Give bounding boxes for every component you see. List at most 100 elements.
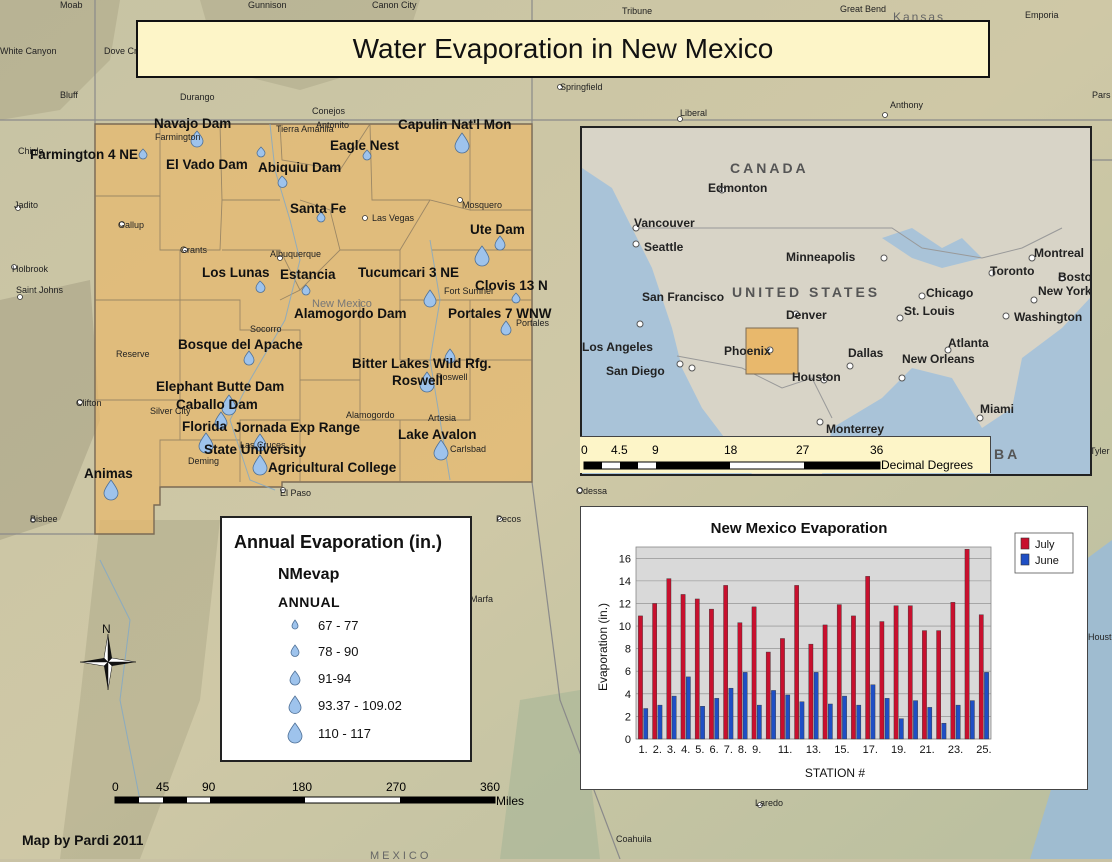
bar-july-18[interactable] [879, 621, 885, 740]
station-label[interactable]: Bosque del Apache [178, 337, 303, 352]
station-drop-tucumcari[interactable] [474, 245, 490, 267]
bar-june-2[interactable] [657, 704, 663, 740]
bar-july-17[interactable] [865, 576, 871, 740]
bar-july-16[interactable] [851, 615, 856, 740]
station-label[interactable]: Caballo Dam [176, 397, 258, 412]
station-drop-ute-dam[interactable] [494, 235, 506, 251]
bar-june-15[interactable] [842, 695, 847, 740]
bar-june-5[interactable] [700, 706, 705, 740]
bar-june-13[interactable] [813, 672, 819, 740]
bar-june-9[interactable] [756, 704, 762, 740]
station-label[interactable]: Abiquiu Dam [258, 160, 342, 175]
bar-june-16[interactable] [856, 704, 862, 740]
station-drop-clovis[interactable] [511, 292, 521, 304]
station-drop-bitter-lakes[interactable] [444, 348, 456, 364]
station-drop-florida[interactable] [198, 432, 214, 454]
station-label[interactable]: Eagle Nest [330, 138, 400, 153]
station-label[interactable]: El Vado Dam [166, 157, 248, 172]
bar-july-19[interactable] [893, 605, 899, 740]
station-drop-alamogordo-dam[interactable] [423, 289, 437, 308]
station-drop-farmington-4ne[interactable] [138, 148, 148, 160]
station-label[interactable]: Bitter Lakes Wild Rfg. [352, 356, 492, 371]
station-label[interactable]: Santa Fe [290, 201, 347, 216]
station-drop-elephant-butte[interactable] [221, 394, 237, 416]
bar-june-20[interactable] [913, 700, 918, 740]
bar-june-25[interactable] [984, 672, 989, 740]
bar-july-2[interactable] [652, 603, 658, 740]
bar-july-23[interactable] [950, 602, 956, 740]
bar-july-14[interactable] [822, 624, 828, 740]
station-label[interactable]: Clovis 13 N [475, 278, 548, 293]
station-drop-animas[interactable] [103, 479, 119, 501]
station-label[interactable]: Jornada Exp Range [234, 420, 361, 435]
station-label[interactable]: Capulin Nat'l Mon [398, 117, 512, 132]
station-label[interactable]: Farmington 4 NE [30, 147, 139, 162]
bar-july-7[interactable] [723, 585, 728, 740]
station-drop-abiquiu-dam[interactable] [277, 175, 288, 188]
bar-june-3[interactable] [671, 695, 677, 740]
bar-july-21[interactable] [922, 630, 927, 740]
station-label[interactable]: Agricultural College [268, 460, 397, 475]
bar-june-1[interactable] [643, 708, 649, 740]
station-drop-lake-avalon[interactable] [433, 439, 449, 461]
station-label[interactable]: Ute Dam [470, 222, 525, 237]
station-drop-santa-fe[interactable] [316, 211, 326, 223]
station-label[interactable]: Animas [84, 466, 133, 481]
bar-july-6[interactable] [709, 608, 714, 740]
bar-june-19[interactable] [899, 718, 904, 740]
station-drop-roswell[interactable] [419, 371, 435, 393]
station-drop-bosque[interactable] [243, 350, 255, 366]
bar-june-10[interactable] [771, 690, 776, 740]
station-drop-capulin[interactable] [454, 132, 470, 154]
bar-june-17[interactable] [870, 684, 876, 740]
station-drop-caballo[interactable] [214, 411, 228, 430]
station-drop-eagle-nest[interactable] [362, 149, 372, 161]
station-label[interactable]: Estancia [280, 267, 336, 282]
bar-july-9[interactable] [751, 606, 757, 740]
bar-july-24[interactable] [964, 549, 970, 740]
station-label[interactable]: Florida [182, 419, 228, 434]
bar-june-21[interactable] [927, 707, 933, 740]
station-label[interactable]: Lake Avalon [398, 427, 477, 442]
bar-july-13[interactable] [808, 643, 814, 740]
bar-june-24[interactable] [970, 700, 975, 740]
bar-july-1[interactable] [638, 615, 643, 740]
bar-july-15[interactable] [836, 604, 842, 740]
bar-july-11[interactable] [780, 638, 785, 740]
bar-june-7[interactable] [728, 687, 734, 740]
bar-july-25[interactable] [978, 614, 984, 740]
bar-june-22[interactable] [941, 722, 947, 740]
bar-june-8[interactable] [742, 672, 748, 740]
station-drop-estancia[interactable] [301, 284, 311, 296]
station-drop-navajo-dam[interactable] [190, 130, 204, 148]
bar-june-6[interactable] [714, 698, 720, 740]
bar-july-4[interactable] [680, 594, 686, 740]
station-label[interactable]: Alamogordo Dam [294, 306, 407, 321]
bar-july-5[interactable] [694, 598, 700, 740]
station-drop-los-lunas[interactable] [255, 280, 266, 293]
bar-june-18[interactable] [884, 698, 890, 740]
bar-july-3[interactable] [666, 578, 672, 740]
bar-july-8[interactable] [737, 622, 743, 740]
station-label[interactable]: Los Lunas [202, 265, 270, 280]
station-drop-el-vado-dam[interactable] [256, 146, 266, 158]
station-label[interactable]: Portales 7 WNW [448, 306, 552, 321]
station-label[interactable]: Roswell [392, 373, 444, 388]
station-label[interactable]: State University [204, 442, 307, 457]
station-label[interactable]: Tucumcari 3 NE [358, 265, 460, 280]
bar-june-23[interactable] [955, 704, 961, 740]
station-drop-jornada[interactable] [253, 433, 267, 452]
bar-june-14[interactable] [827, 703, 833, 740]
bar-july-20[interactable] [907, 605, 913, 740]
station-label[interactable]: Navajo Dam [154, 116, 232, 131]
bar-july-10[interactable] [765, 651, 771, 740]
station-drop-state-univ[interactable] [252, 454, 268, 476]
bar-july-22[interactable] [936, 630, 942, 740]
bar-june-4[interactable] [685, 676, 691, 740]
inset-map-usa[interactable]: CANADA UNITED STATES BA Edmonton Vancouv… [580, 126, 1092, 476]
bar-june-12[interactable] [799, 701, 805, 740]
station-drop-portales[interactable] [500, 320, 512, 336]
bar-june-11[interactable] [785, 694, 791, 740]
bar-july-12[interactable] [794, 585, 799, 740]
station-label[interactable]: Elephant Butte Dam [156, 379, 285, 394]
